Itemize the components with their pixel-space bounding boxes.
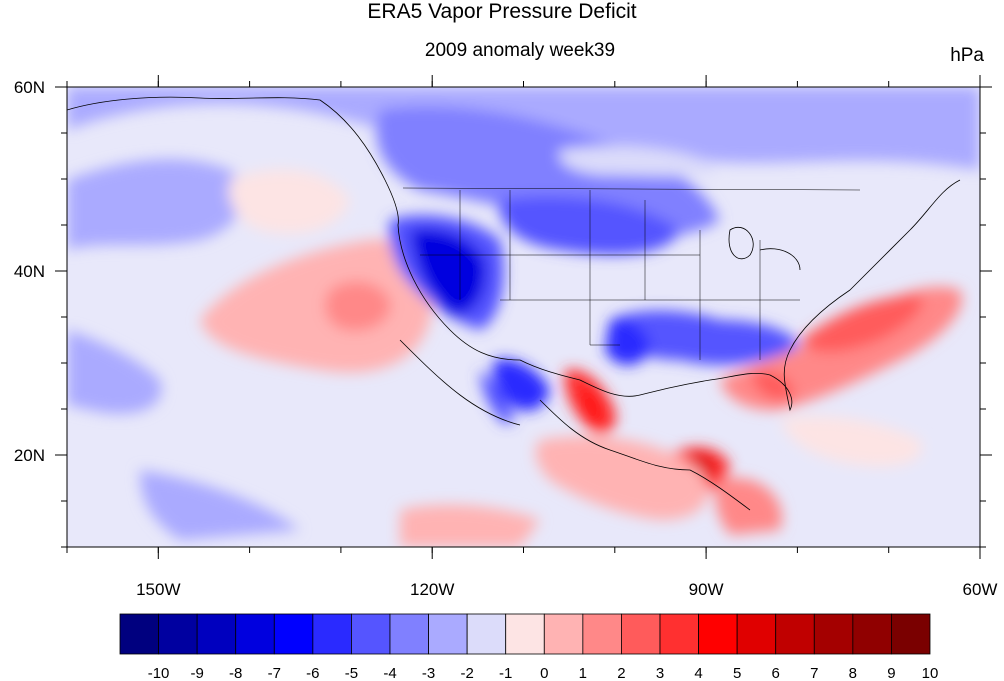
colorbar-swatch: [698, 613, 738, 655]
units-label: hPa: [950, 45, 984, 66]
colorbar-label: 7: [810, 665, 818, 681]
colorbar-label: -6: [306, 665, 319, 681]
y-tick-label: 60N: [14, 78, 45, 97]
colorbar-swatch: [891, 613, 931, 655]
colorbar-swatch: [158, 613, 198, 655]
vpd-anomaly-field: [67, 87, 980, 547]
colorbar-swatch: [505, 613, 545, 655]
state-borders: [402, 187, 861, 360]
colorbar-label: 4: [694, 665, 702, 681]
x-tick-label: 90W: [689, 580, 724, 599]
colorbar-swatch: [389, 613, 429, 655]
coastline: [67, 96, 961, 511]
colorbar-swatch: [466, 613, 507, 655]
colorbar-swatch: [196, 613, 237, 655]
colorbar-label: -10: [148, 665, 170, 681]
colorbar-swatch: [273, 613, 314, 655]
colorbar-label: -5: [345, 665, 358, 681]
colorbar-swatch: [813, 613, 854, 655]
colorbar-label: -3: [422, 665, 435, 681]
colorbar-label: 2: [617, 665, 625, 681]
y-tick-label: 40N: [14, 262, 45, 281]
colorbar-label: 6: [772, 665, 780, 681]
x-tick-label: 120W: [410, 580, 454, 599]
colorbar-swatch: [621, 613, 661, 655]
y-tick-label: 20N: [14, 446, 45, 465]
colorbar-label: 3: [656, 665, 664, 681]
map-title: ERA5 Vapor Pressure Deficit: [367, 0, 637, 23]
colorbar-label: 8: [849, 665, 857, 681]
colorbar-label: 10: [922, 665, 939, 681]
colorbar-swatch: [852, 613, 892, 655]
colorbar-label: 9: [887, 665, 895, 681]
colorbar-label: -8: [229, 665, 242, 681]
axis-ticks: 150W 120W 90W 60W 60N 40N 20N: [14, 75, 998, 599]
colorbar-label: 5: [733, 665, 741, 681]
colorbar-label: -2: [460, 665, 473, 681]
colorbar-swatch: [312, 613, 352, 655]
colorbar-swatch: [736, 613, 777, 655]
colorbar-swatch: [775, 613, 815, 655]
x-tick-label: 60W: [963, 580, 998, 599]
colorbar-swatch: [119, 613, 159, 655]
colorbar-label: -9: [190, 665, 203, 681]
colorbar-swatch: [235, 613, 275, 655]
colorbar-label: -4: [383, 665, 396, 681]
colorbar-label: 0: [540, 665, 548, 681]
colorbar-swatch: [543, 613, 584, 655]
colorbar-label: 1: [579, 665, 587, 681]
colorbar-swatch: [428, 613, 468, 655]
colorbar-swatch: [351, 613, 391, 655]
colorbar-swatch: [582, 613, 622, 655]
colorbar-label: -1: [499, 665, 512, 681]
x-tick-label: 150W: [136, 580, 180, 599]
colorbar: -10 -9 -8 -7 -6 -5 -4 -3 -2 -1 0 1 2 3 4 5 6 7 8 9 10: [119, 613, 939, 681]
colorbar-swatch: [659, 613, 699, 655]
map-subtitle: 2009 anomaly week39: [424, 40, 616, 61]
colorbar-label: -7: [268, 665, 281, 681]
